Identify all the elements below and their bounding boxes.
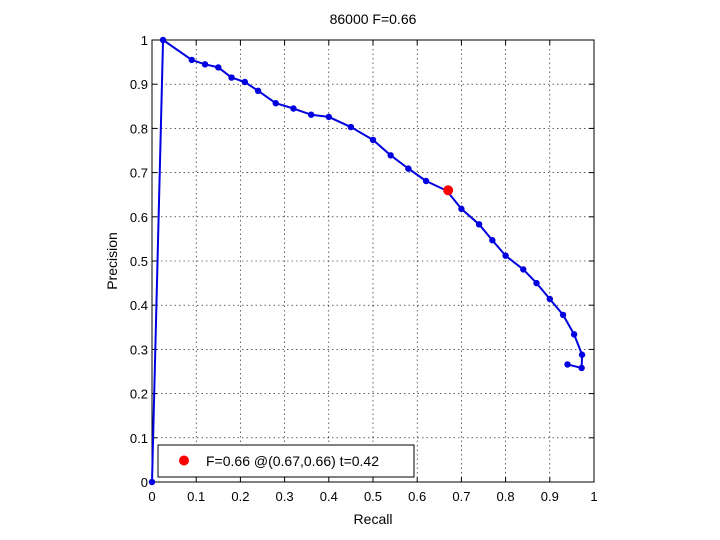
pr-curve-point <box>159 36 167 44</box>
pr-curve-point <box>290 105 297 112</box>
y-tick-label: 0.7 <box>130 166 148 181</box>
y-tick-label: 0.2 <box>130 387 148 402</box>
y-tick-label: 1 <box>141 33 148 48</box>
y-tick-label: 0.9 <box>130 77 148 92</box>
pr-curve-point <box>347 123 355 131</box>
x-tick-label: 0.7 <box>452 489 470 504</box>
pr-curve-point <box>228 74 235 81</box>
pr-curve-point <box>570 331 578 338</box>
y-tick-label: 0.8 <box>130 121 148 136</box>
pr-curve-point <box>325 113 332 121</box>
x-tick-labels: 0 0.1 0.2 0.3 0.4 0.5 0.6 0.7 0.8 0.9 1 <box>148 489 597 504</box>
y-tick-label: 0.5 <box>130 254 148 269</box>
legend-box <box>157 444 415 478</box>
pr-curve-point <box>387 152 394 159</box>
pr-curve-point <box>188 56 195 64</box>
pr-curve-point <box>475 221 483 228</box>
pr-curve-point <box>241 78 249 86</box>
chart-title: 86000 F=0.66 <box>330 11 417 27</box>
pr-curve-point <box>422 177 430 185</box>
y-axis-label: Precision <box>104 232 120 290</box>
y-tick-label: 0.1 <box>130 431 148 446</box>
x-tick-label: 0.6 <box>408 489 426 504</box>
pr-curve-point <box>369 136 377 144</box>
pr-curve-point <box>502 252 509 259</box>
pr-curve-point <box>201 61 209 68</box>
pr-curve-point <box>148 478 156 486</box>
x-tick-label: 0 <box>148 489 155 504</box>
pr-curve-point <box>254 87 262 95</box>
pr-curve-point <box>215 64 222 71</box>
grid-lines <box>152 40 594 482</box>
legend-label: F=0.66 @(0.67,0.66) t=0.42 <box>206 453 379 469</box>
pr-curve-point <box>520 266 527 273</box>
y-tick-label: 0.6 <box>130 210 148 225</box>
x-axis-label: Recall <box>354 511 393 527</box>
x-tick-label: 0.1 <box>187 489 205 504</box>
x-tick-label: 0.5 <box>364 489 382 504</box>
pr-curve-point <box>533 279 540 287</box>
pr-curve-point <box>405 165 412 172</box>
best-f-point <box>443 185 454 196</box>
pr-curve-point <box>307 111 315 118</box>
x-tick-label: 0.8 <box>497 489 515 504</box>
pr-curve-point <box>578 364 585 372</box>
y-tick-label: 0 <box>141 475 148 490</box>
x-tick-label: 0.2 <box>231 489 249 504</box>
pr-curve-point <box>564 361 571 368</box>
legend-marker <box>179 455 189 466</box>
x-tick-label: 1 <box>590 489 597 504</box>
highlight-group <box>443 185 454 196</box>
pr-curve-point <box>578 351 586 358</box>
pr-curve-point <box>458 205 465 213</box>
legend: F=0.66 @(0.67,0.66) t=0.42 <box>157 444 415 478</box>
x-tick-label: 0.4 <box>320 489 338 504</box>
y-tick-label: 0.3 <box>130 342 148 357</box>
x-tick-label: 0.9 <box>541 489 559 504</box>
pr-curve-point <box>559 311 567 319</box>
pr-curve-point <box>272 100 279 107</box>
pr-curve-point <box>546 295 553 303</box>
y-tick-label: 0.4 <box>130 298 148 313</box>
y-tick-labels: 0 0.1 0.2 0.3 0.4 0.5 0.6 0.7 0.8 0.9 1 <box>130 33 148 490</box>
x-tick-label: 0.3 <box>276 489 294 504</box>
pr-curve-point <box>489 237 496 244</box>
